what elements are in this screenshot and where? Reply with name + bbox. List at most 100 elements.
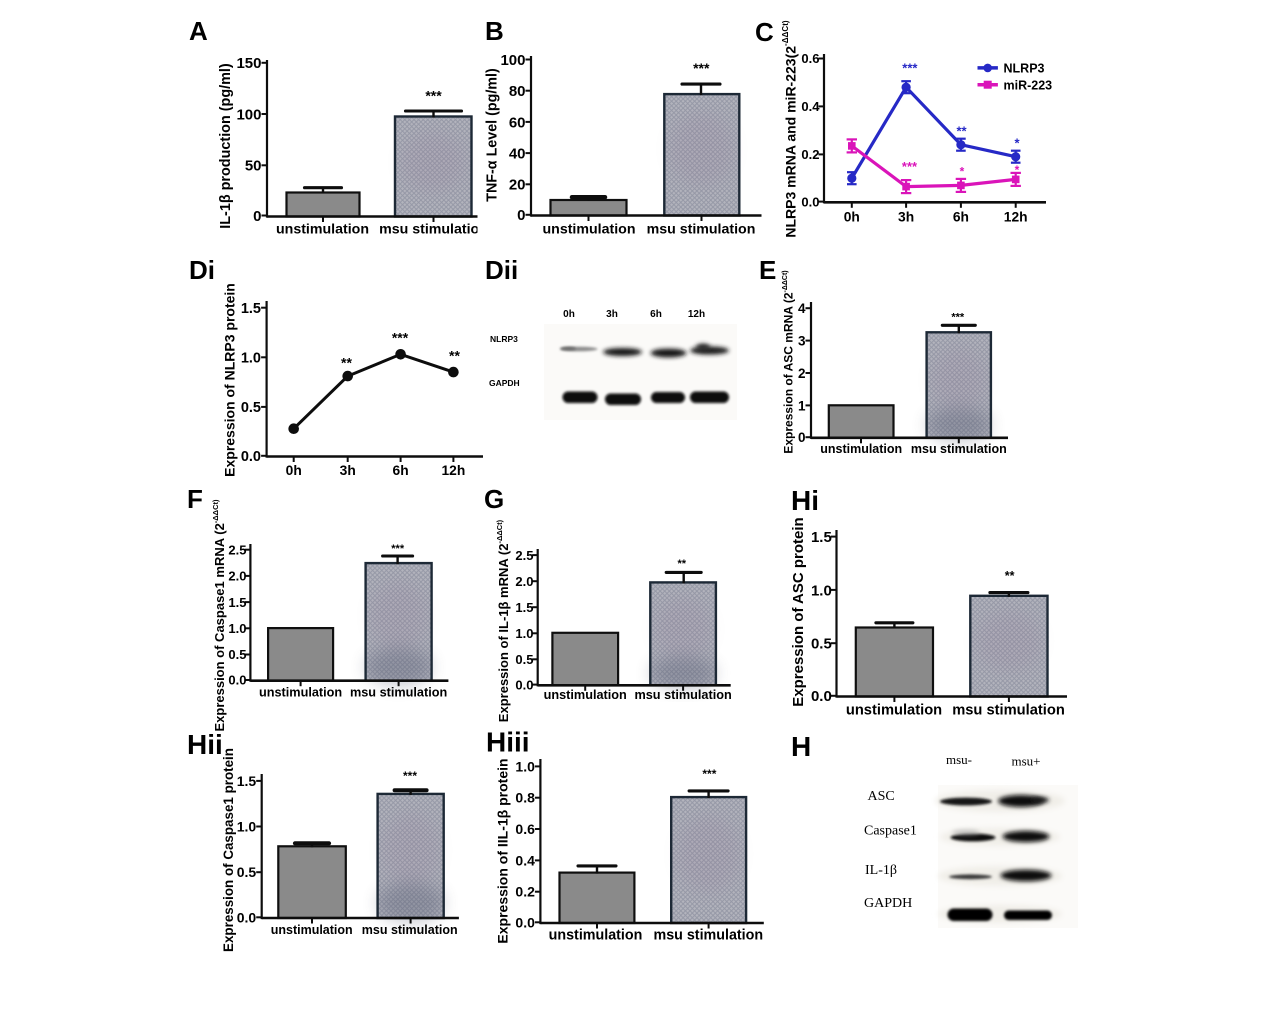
svg-text:miR-223: miR-223 — [1004, 78, 1053, 92]
svg-text:12h: 12h — [688, 309, 705, 320]
svg-text:***: *** — [693, 60, 710, 76]
svg-text:0.6: 0.6 — [801, 51, 819, 66]
svg-text:msu stimulation: msu stimulation — [952, 703, 1065, 719]
svg-text:0h: 0h — [286, 463, 302, 478]
svg-text:unstimulation: unstimulation — [820, 442, 902, 456]
svg-text:Hi: Hi — [791, 485, 819, 516]
svg-text:0.5: 0.5 — [241, 400, 261, 416]
svg-text:1.5: 1.5 — [241, 301, 261, 317]
svg-text:***: *** — [391, 543, 405, 555]
svg-text:12h: 12h — [442, 463, 466, 478]
svg-text:1.0: 1.0 — [241, 351, 261, 367]
svg-text:unstimulation: unstimulation — [259, 686, 342, 700]
svg-text:msu stimulation: msu stimulation — [911, 442, 1007, 456]
svg-text:2: 2 — [798, 366, 806, 381]
svg-text:NLRP3: NLRP3 — [1004, 62, 1045, 76]
svg-text:**: ** — [956, 123, 967, 138]
svg-text:IL-1β production (pg/ml): IL-1β production (pg/ml) — [218, 63, 234, 229]
svg-text:0: 0 — [798, 430, 806, 445]
svg-text:0.4: 0.4 — [515, 852, 535, 868]
svg-text:0: 0 — [253, 208, 261, 225]
svg-text:B: B — [485, 16, 504, 46]
svg-text:C: C — [755, 17, 774, 47]
svg-text:***: *** — [702, 767, 716, 781]
svg-text:msu stimulation: msu stimulation — [362, 923, 458, 937]
svg-text:unstimulation: unstimulation — [549, 928, 643, 944]
svg-text:**: ** — [341, 354, 352, 370]
svg-text:80: 80 — [509, 83, 526, 100]
svg-text:unstimulation: unstimulation — [544, 688, 627, 702]
svg-text:2.5: 2.5 — [228, 542, 246, 557]
svg-text:6h: 6h — [393, 463, 409, 478]
svg-text:unstimulation: unstimulation — [271, 923, 353, 937]
svg-text:0.2: 0.2 — [515, 884, 535, 900]
svg-text:***: *** — [902, 60, 918, 75]
svg-text:3h: 3h — [606, 309, 618, 320]
svg-text:2.0: 2.0 — [515, 574, 533, 589]
svg-text:msu+: msu+ — [1011, 754, 1040, 769]
svg-text:0.0: 0.0 — [241, 449, 261, 465]
svg-text:4: 4 — [798, 301, 806, 316]
svg-text:Expression of Caspase1 protei: Expression of Caspase1 protein — [221, 748, 236, 952]
svg-text:0.5: 0.5 — [811, 636, 832, 653]
svg-text:Caspase1: Caspase1 — [864, 824, 917, 839]
svg-text:**: ** — [1005, 569, 1015, 583]
svg-text:msu stimulation: msu stimulation — [647, 221, 756, 237]
svg-text:Di: Di — [189, 255, 215, 285]
svg-text:0.0: 0.0 — [801, 194, 819, 209]
svg-text:3: 3 — [798, 334, 806, 349]
svg-text:Dii: Dii — [485, 255, 518, 285]
svg-text:6h: 6h — [953, 210, 969, 225]
svg-text:*: * — [960, 164, 965, 178]
svg-text:*: * — [1014, 135, 1020, 150]
svg-text:1.0: 1.0 — [515, 626, 533, 641]
svg-text:G: G — [484, 484, 504, 514]
svg-text:Expression of IIL-1β protein: Expression of IIL-1β protein — [495, 758, 511, 943]
svg-text:1.0: 1.0 — [237, 819, 257, 835]
svg-text:6h: 6h — [650, 309, 662, 320]
svg-text:0.5: 0.5 — [237, 864, 257, 880]
svg-text:msu stimulation: msu stimulation — [634, 688, 731, 702]
svg-text:**: ** — [678, 558, 687, 570]
svg-text:0.8: 0.8 — [515, 790, 535, 806]
svg-text:E: E — [759, 255, 776, 285]
svg-text:100: 100 — [236, 106, 261, 123]
svg-text:F: F — [187, 484, 203, 514]
svg-text:0.0: 0.0 — [228, 673, 246, 688]
svg-text:***: *** — [392, 329, 409, 345]
svg-text:0: 0 — [517, 207, 525, 224]
svg-text:***: *** — [902, 159, 918, 174]
svg-text:0.0: 0.0 — [811, 688, 832, 705]
svg-text:***: *** — [403, 769, 417, 783]
svg-text:unstimulation: unstimulation — [846, 703, 942, 719]
svg-text:150: 150 — [236, 55, 261, 72]
svg-text:12h: 12h — [1004, 210, 1028, 225]
svg-text:GAPDH: GAPDH — [489, 378, 520, 388]
svg-text:1.5: 1.5 — [515, 600, 533, 615]
svg-text:***: *** — [425, 87, 442, 103]
svg-text:0h: 0h — [844, 210, 860, 225]
svg-text:0.5: 0.5 — [515, 652, 533, 667]
svg-text:1.0: 1.0 — [811, 582, 832, 599]
svg-text:1.0: 1.0 — [515, 758, 535, 774]
svg-text:20: 20 — [509, 177, 526, 194]
svg-text:unstimulation: unstimulation — [276, 222, 369, 238]
svg-text:msu stimulation: msu stimulation — [379, 222, 488, 238]
svg-text:0.0: 0.0 — [237, 909, 257, 925]
svg-text:1.0: 1.0 — [228, 621, 246, 636]
svg-text:1: 1 — [798, 398, 806, 413]
svg-text:0h: 0h — [563, 309, 575, 320]
svg-text:1.5: 1.5 — [237, 773, 257, 789]
svg-text:***: *** — [951, 311, 965, 323]
svg-text:NLRP3 mRNA and miR-223(2-ΔΔCt): NLRP3 mRNA and miR-223(2-ΔΔCt) — [781, 20, 798, 238]
svg-text:Expression of ASC mRNA (2-ΔΔCt: Expression of ASC mRNA (2-ΔΔCt) — [782, 270, 796, 453]
svg-text:msu-: msu- — [946, 752, 972, 767]
svg-text:2.5: 2.5 — [515, 548, 533, 563]
svg-text:60: 60 — [509, 114, 526, 131]
svg-text:H: H — [791, 731, 811, 762]
svg-text:IL-1β: IL-1β — [865, 863, 897, 878]
svg-text:GAPDH: GAPDH — [864, 896, 912, 911]
svg-text:ASC: ASC — [868, 789, 895, 804]
svg-text:3h: 3h — [898, 210, 914, 225]
svg-text:0.0: 0.0 — [515, 914, 535, 930]
